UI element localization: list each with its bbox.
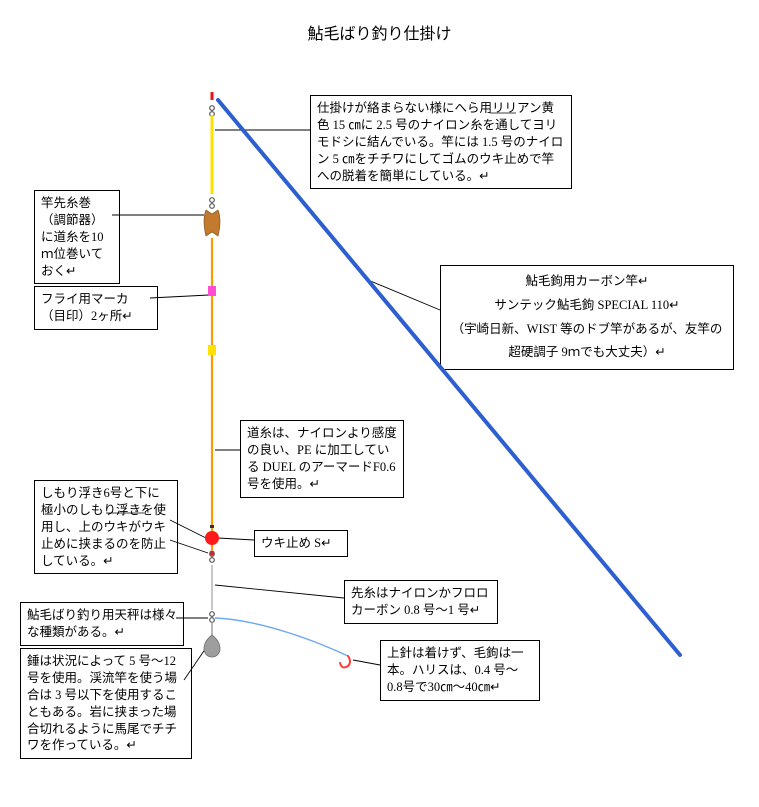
diagram-svg xyxy=(0,0,759,807)
